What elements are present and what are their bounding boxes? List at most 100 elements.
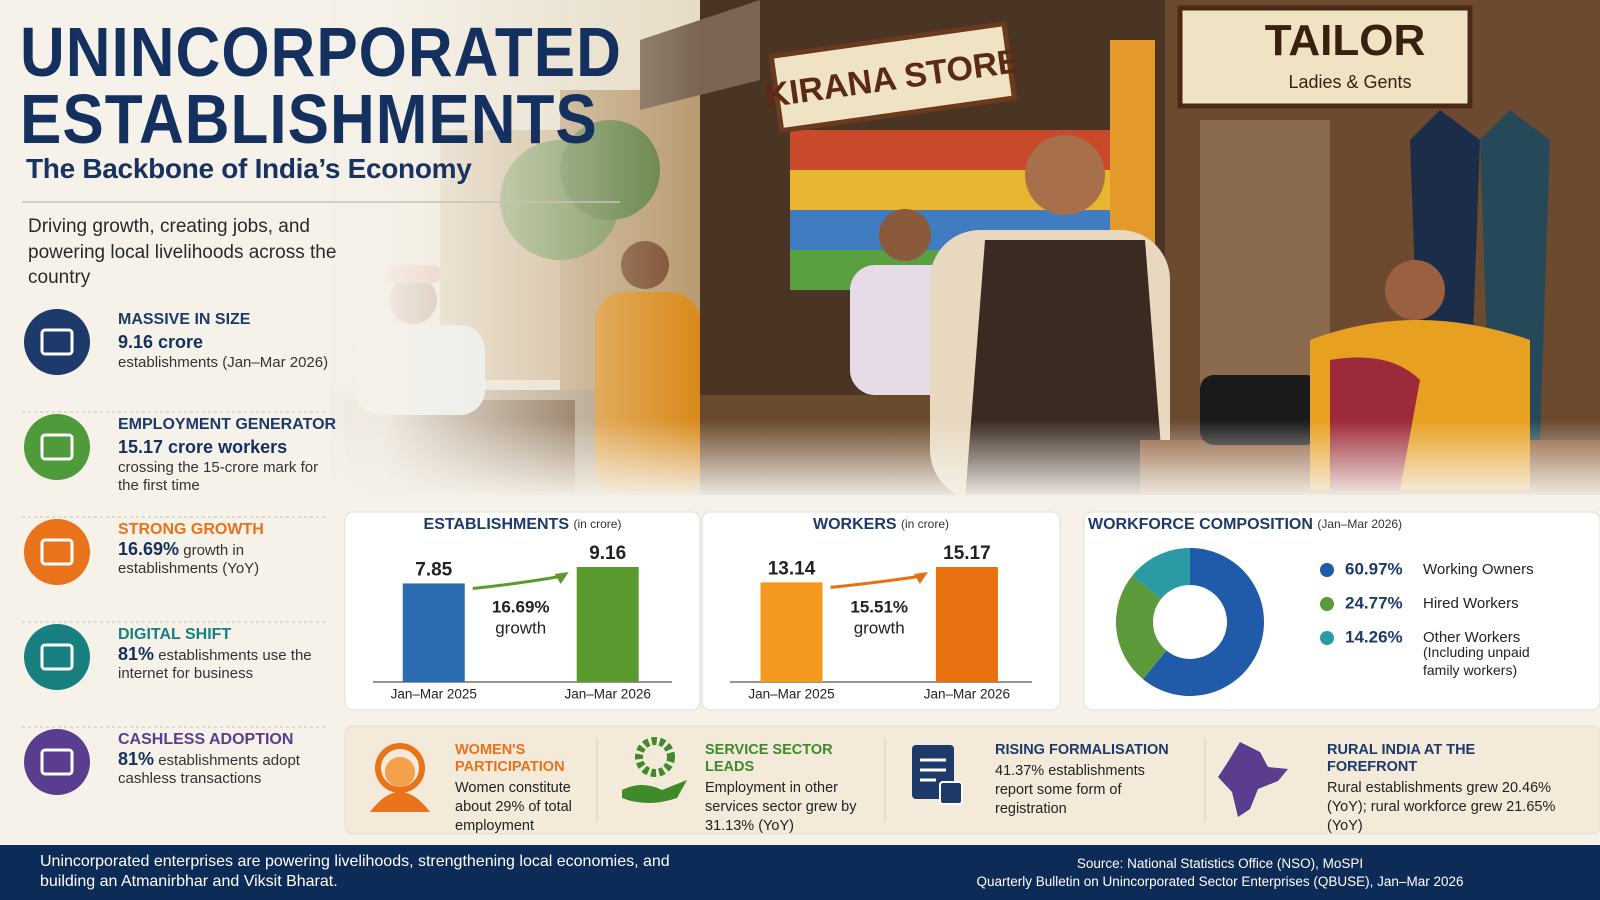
bar bbox=[576, 567, 639, 682]
highlight-heading: STRONG GROWTH bbox=[118, 521, 264, 538]
chart-title: WORKFORCE COMPOSITION (Jan–Mar 2026) bbox=[1088, 516, 1402, 533]
stat-icon bbox=[912, 745, 963, 805]
annotation: growth bbox=[495, 618, 546, 637]
highlight-icon bbox=[24, 729, 90, 795]
value-label: 14.26% bbox=[1345, 627, 1403, 646]
highlight-text: establishments (Jan–Mar 2026) bbox=[118, 354, 329, 371]
intro: Driving growth, creating jobs, and power… bbox=[28, 216, 337, 288]
highlight: STRONG GROWTH 16.69% growth in establishm… bbox=[118, 520, 343, 578]
stat: SERVICE SECTOR LEADS Employment in other … bbox=[705, 742, 875, 836]
legend-note: (Including unpaid family workers) bbox=[1423, 644, 1530, 678]
stat-icon bbox=[1218, 742, 1288, 817]
chart-subtitle: (in crore) bbox=[573, 517, 621, 531]
title-line: UNINCORPORATED bbox=[20, 14, 622, 92]
footer-message: Unincorporated enterprises are powering … bbox=[40, 853, 670, 890]
highlight-glyph bbox=[40, 643, 74, 671]
stat-icon bbox=[370, 743, 430, 812]
stat-text: Women constitute about 29% of total empl… bbox=[455, 780, 572, 834]
bar bbox=[402, 583, 465, 682]
title-line: ESTABLISHMENTS bbox=[20, 81, 598, 159]
legend-label: Working Owners bbox=[1423, 561, 1534, 578]
highlight-body: 9.16 crore establishments (Jan–Mar 2026) bbox=[118, 330, 343, 372]
annotation: 15.51% bbox=[850, 597, 908, 616]
stat-text: Employment in other services sector grew… bbox=[705, 780, 857, 834]
legend-label: Hired Workers bbox=[1423, 595, 1519, 612]
arrow-head bbox=[554, 572, 569, 584]
stat-heading: RISING FORMALISATION bbox=[995, 742, 1169, 758]
chart-title-text: WORKFORCE COMPOSITION bbox=[1088, 516, 1313, 533]
stats-strip bbox=[344, 725, 1600, 835]
arrow-head bbox=[913, 572, 928, 584]
shop-sign: TAILOR bbox=[1265, 16, 1426, 65]
highlight-heading: DIGITAL SHIFT bbox=[118, 626, 232, 643]
chart-title-text: WORKERS bbox=[813, 516, 897, 533]
highlight-body: 81% establishments use the internet for … bbox=[118, 645, 343, 683]
x-tick-label: Jan–Mar 2026 bbox=[565, 687, 651, 702]
bar bbox=[935, 567, 998, 682]
highlight-glyph bbox=[40, 433, 74, 461]
highlight: MASSIVE IN SIZE 9.16 crore establishments… bbox=[118, 310, 343, 372]
publication: Quarterly Bulletin on Unincorporated Sec… bbox=[976, 874, 1464, 889]
stat: RURAL INDIA AT THE FOREFRONT Rural establ… bbox=[1327, 742, 1567, 836]
chart-title: WORKERS (in crore) bbox=[813, 516, 949, 533]
value-label: 60.97% bbox=[1345, 559, 1403, 578]
bar bbox=[760, 582, 823, 682]
footer bbox=[0, 845, 1600, 900]
highlight-value: 16.69% bbox=[118, 539, 180, 559]
value-label: 13.14 bbox=[768, 558, 816, 579]
value-label: 15.17 bbox=[943, 543, 991, 564]
stat-heading: WOMEN'S PARTICIPATION bbox=[455, 742, 565, 775]
highlight-icon bbox=[24, 519, 90, 585]
value-label: 9.16 bbox=[589, 543, 626, 564]
highlight-glyph bbox=[40, 538, 74, 566]
legend-dot bbox=[1320, 563, 1334, 577]
x-tick-label: Jan–Mar 2025 bbox=[391, 687, 477, 702]
subtitle: The Backbone of India’s Economy bbox=[26, 153, 472, 184]
growth-arrow bbox=[830, 574, 923, 589]
title: UNINCORPORATED ESTABLISHMENTS bbox=[20, 14, 622, 159]
highlight-heading: CASHLESS ADOPTION bbox=[118, 731, 294, 748]
highlight: DIGITAL SHIFT 81% establishments use the … bbox=[118, 625, 343, 683]
annotation: growth bbox=[854, 618, 905, 637]
stat-heading: SERVICE SECTOR LEADS bbox=[705, 742, 833, 775]
x-tick-label: Jan–Mar 2025 bbox=[748, 687, 834, 702]
highlight-icon bbox=[24, 624, 90, 690]
value-label: 24.77% bbox=[1345, 593, 1403, 612]
highlight-text: growth in establishments (YoY) bbox=[118, 542, 260, 577]
stat-text: Rural establishments grew 20.46% (YoY); … bbox=[1327, 780, 1556, 834]
highlight-value: 15.17 crore workers bbox=[118, 437, 288, 457]
highlight-body: 16.69% growth in establishments (YoY) bbox=[118, 540, 343, 578]
source: Source: National Statistics Office (NSO)… bbox=[1076, 856, 1364, 871]
highlight-value: 81% bbox=[118, 644, 155, 664]
legend-dot bbox=[1320, 597, 1334, 611]
highlight-heading: EMPLOYMENT GENERATOR bbox=[118, 416, 337, 433]
legend-dot bbox=[1320, 631, 1334, 645]
chart-title-text: ESTABLISHMENTS bbox=[424, 516, 570, 533]
donut-slice bbox=[1116, 575, 1167, 680]
chart-subtitle: (Jan–Mar 2026) bbox=[1317, 517, 1402, 531]
stat-heading: RURAL INDIA AT THE FOREFRONT bbox=[1327, 742, 1476, 775]
highlight-body: 15.17 crore workers crossing the 15-cror… bbox=[118, 435, 343, 495]
stat-text: 41.37% establishments report some form o… bbox=[995, 763, 1145, 817]
highlight-body: 81% establishments adopt cashless transa… bbox=[118, 750, 343, 788]
shop-sign: Ladies & Gents bbox=[1288, 72, 1411, 92]
stat-icon bbox=[622, 737, 687, 803]
stat: RISING FORMALISATION 41.37% establishment… bbox=[995, 742, 1185, 819]
highlight-icon bbox=[24, 414, 90, 480]
highlight: CASHLESS ADOPTION 81% establishments adop… bbox=[118, 730, 343, 788]
growth-arrow bbox=[472, 574, 563, 590]
annotation: 16.69% bbox=[492, 597, 550, 616]
highlight-value: 81% bbox=[118, 749, 155, 769]
footer-source: Source: National Statistics Office (NSO)… bbox=[950, 855, 1490, 891]
highlight-text: establishments adopt cashless transactio… bbox=[118, 752, 300, 787]
x-tick-label: Jan–Mar 2026 bbox=[924, 687, 1010, 702]
value-label: 7.85 bbox=[415, 559, 452, 580]
highlight-heading: MASSIVE IN SIZE bbox=[118, 311, 251, 328]
stat: WOMEN'S PARTICIPATION Women constitute ab… bbox=[455, 742, 590, 836]
highlight-text: crossing the 15-crore mark for the first… bbox=[118, 459, 319, 494]
highlight: EMPLOYMENT GENERATOR 15.17 crore workers … bbox=[118, 415, 343, 495]
chart-subtitle: (in crore) bbox=[901, 517, 949, 531]
highlight-icon bbox=[24, 309, 90, 375]
